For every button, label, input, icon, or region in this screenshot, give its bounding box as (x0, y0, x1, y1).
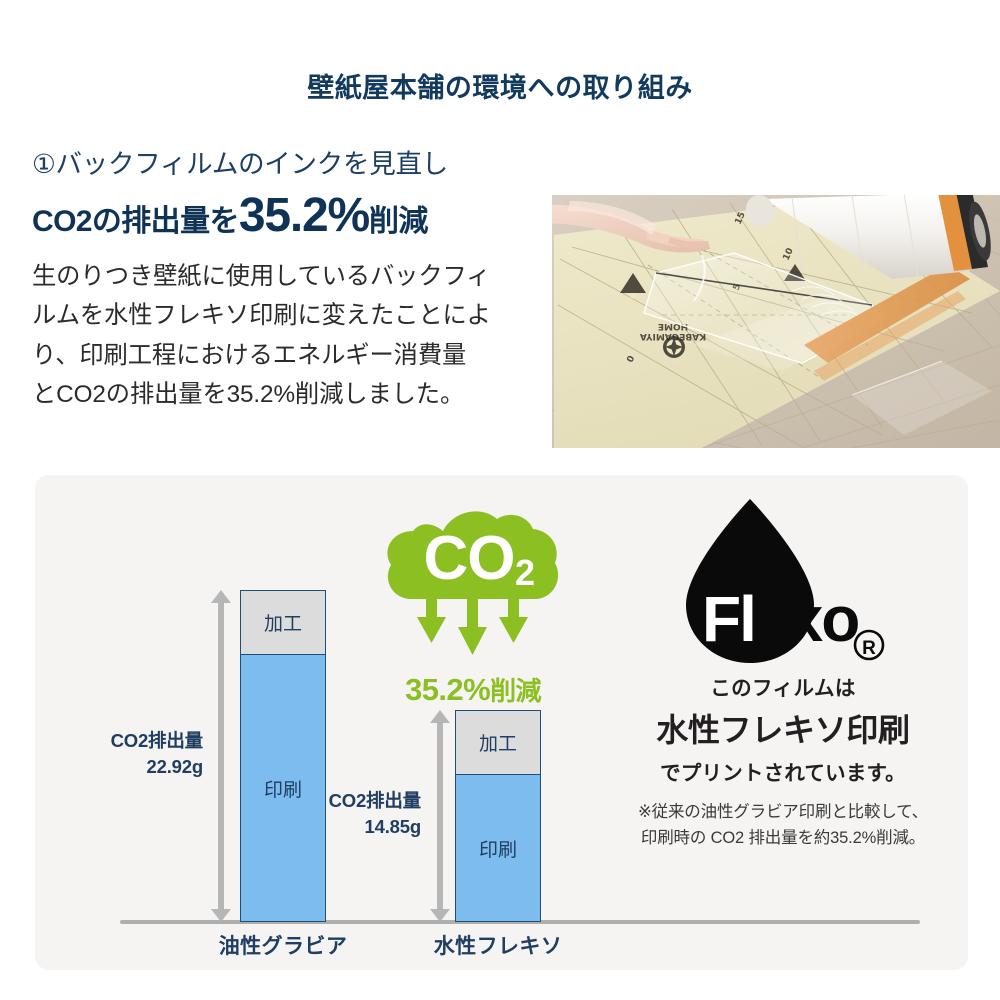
co2-reduction-suffix: 削減 (490, 676, 541, 706)
svg-text:Fl: Fl (702, 583, 755, 655)
headline-value: 35.2% (238, 188, 370, 242)
bar-oil-gravure: 加工 印刷 (240, 590, 326, 922)
flexo-caption-line1: このフィルムは (710, 677, 856, 700)
flexo-caption: このフィルムは 水性フレキソ印刷 でプリントされています。 ※従来の油性グラビア… (603, 671, 963, 852)
segment-label: 印刷 (478, 839, 517, 861)
svg-text:CO: CO (424, 524, 515, 593)
body-line: とCO2の排出量を35.2%削減しました。 (32, 381, 465, 409)
svg-text:10: 10 (782, 247, 796, 263)
footnote-line: 印刷時の CO2 排出量を約35.2%削減。 (640, 829, 926, 848)
svg-text:15: 15 (734, 211, 748, 227)
intro-body-paragraph: 生のりつき壁紙に使用しているバックフィ ルムを水性フレキソ印刷に変えたことによ … (32, 257, 552, 415)
flexo-caption-line3: でプリントされています。 (660, 762, 906, 785)
arrow-shaft (218, 601, 224, 911)
flexo-drop-logo: Fl exo R (668, 493, 898, 671)
intro-lead-line: ①バックフィルムのインクを見直し (32, 149, 448, 179)
measure-arrow-water-flexo (430, 710, 450, 922)
body-line: 生のりつき壁紙に使用しているバックフィ (32, 262, 491, 290)
body-line: ルムを水性フレキソ印刷に変えたことによ (32, 302, 491, 330)
measure-arrow-oil-gravure (211, 590, 231, 922)
eco-summary-panel: 加工 印刷 CO2排出量 22.92g 加工 (35, 475, 968, 970)
segment-label: 印刷 (263, 779, 302, 801)
category-label-water-flexo: 水性フレキソ (433, 935, 563, 958)
svg-text:HOME: HOME (658, 321, 688, 331)
flexo-footnote: ※従来の油性グラビア印刷と比較して、 印刷時の CO2 排出量を約35.2%削減… (603, 799, 963, 852)
headline-suffix: 削減 (369, 204, 428, 238)
category-label-oil-gravure: 油性グラビア (218, 935, 348, 958)
value-label-amount: 22.92g (146, 756, 204, 778)
value-label-title: CO2排出量 (110, 730, 204, 751)
body-line: り、印刷工程におけるエネルギー消費量 (32, 341, 467, 369)
intro-text-column: ①バックフィルムのインクを見直し CO2の排出量を 35.2% 削減 生のりつき… (32, 149, 552, 415)
co2-bar-chart: 加工 印刷 CO2排出量 22.92g 加工 (35, 475, 920, 970)
bar-segment-print: 印刷 (241, 654, 325, 921)
arrow-head-down-icon (211, 909, 231, 922)
svg-text:R: R (862, 638, 876, 659)
co2-reduction-badge: CO 2 35.2%削減 (368, 497, 578, 708)
bar-segment-kako: 加工 (241, 591, 325, 654)
arrow-head-down-icon (430, 909, 450, 922)
value-label-title: CO2排出量 (328, 790, 422, 811)
co2-reduction-text: 35.2%削減 (368, 671, 578, 708)
arrow-shaft (437, 721, 443, 911)
svg-text:KABEGAMIYA: KABEGAMIYA (640, 331, 706, 341)
svg-text:0: 0 (626, 354, 638, 364)
bar-water-flexo: 加工 印刷 (455, 710, 541, 922)
headline-prefix: CO2の排出量を (32, 204, 239, 238)
value-label-oil-gravure: CO2排出量 22.92g (75, 728, 204, 781)
chart-baseline (120, 920, 920, 924)
bar-segment-print: 印刷 (456, 774, 540, 921)
flexo-caption-line2: 水性フレキソ印刷 (656, 712, 910, 748)
segment-label: 加工 (478, 734, 517, 755)
value-label-water-flexo: CO2排出量 14.85g (293, 788, 422, 841)
page-title: 壁紙屋本舗の環境への取り組み (307, 73, 693, 103)
footnote-line: ※従来の油性グラビア印刷と比較して、 (637, 803, 929, 821)
bar-segment-kako: 加工 (456, 711, 540, 774)
co2-reduction-value: 35.2% (405, 672, 491, 707)
intro-headline: CO2の排出量を 35.2% 削減 (32, 188, 552, 242)
flexo-info-block: Fl exo R このフィルムは 水性フレキソ印刷 でプリントされています。 ※… (603, 493, 963, 852)
co2-cloud-icon: CO 2 (383, 497, 563, 667)
segment-label: 加工 (263, 614, 302, 635)
value-label-amount: 14.85g (364, 816, 422, 838)
svg-text:2: 2 (515, 552, 535, 593)
svg-text:exo: exo (754, 583, 858, 655)
wallpaper-back-film-photo: HOME KABEGAMIYA 0 5 10 15 (552, 195, 1000, 448)
